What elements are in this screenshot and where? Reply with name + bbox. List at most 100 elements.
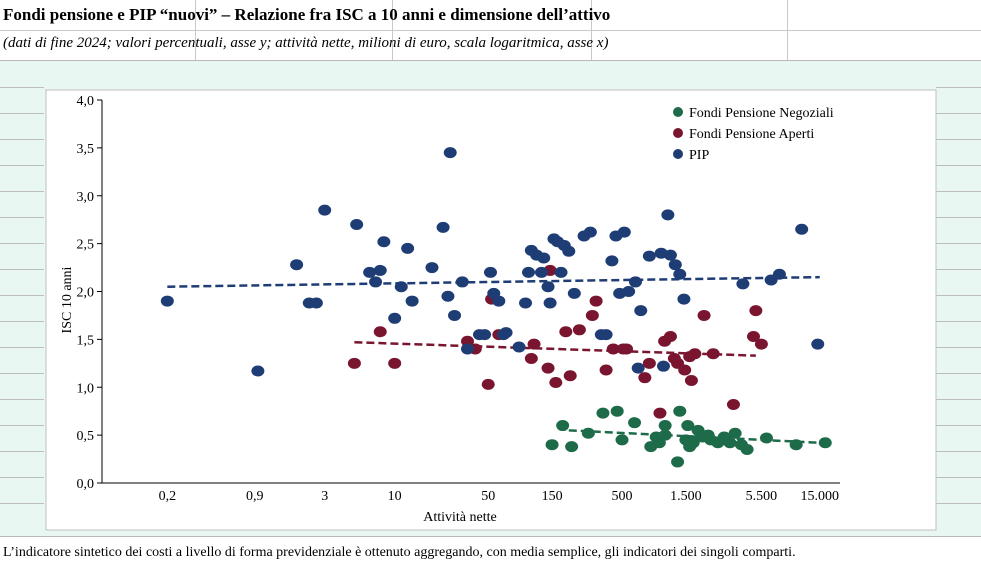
- data-point-series-2: [436, 221, 450, 233]
- data-point-series-2: [668, 259, 682, 271]
- y-tick-label: 4,0: [77, 94, 95, 109]
- data-point-series-2: [443, 147, 457, 159]
- data-point-series-1: [606, 343, 620, 355]
- data-point-series-2: [583, 226, 597, 238]
- chart-subtitle: (dati di fine 2024; valori percentuali, …: [3, 35, 609, 51]
- data-point-series-2: [519, 297, 533, 309]
- data-point-series-1: [746, 331, 760, 343]
- data-point-series-1: [589, 295, 603, 307]
- data-point-series-0: [615, 434, 629, 446]
- data-point-series-0: [673, 405, 687, 417]
- data-point-series-0: [658, 429, 672, 441]
- data-point-series-2: [811, 338, 825, 350]
- x-axis-ticks: 0,2 0,9 3 10 50 150 500 1.500 5.500 15.000: [159, 489, 839, 504]
- data-point-series-2: [425, 262, 439, 274]
- x-tick-label: 0,2: [159, 489, 177, 504]
- data-points: [160, 147, 832, 468]
- data-point-series-0: [728, 427, 742, 439]
- legend-label: Fondi Pensione Negoziali: [689, 106, 834, 121]
- data-point-series-1: [549, 376, 563, 388]
- trend-line-series-1: [354, 340, 756, 357]
- data-point-series-2: [562, 245, 576, 257]
- data-point-series-2: [499, 327, 513, 339]
- data-point-series-2: [363, 266, 377, 278]
- x-tick-label: 50: [481, 489, 495, 504]
- data-point-series-2: [448, 309, 462, 321]
- data-point-series-0: [740, 443, 754, 455]
- data-point-series-2: [318, 204, 332, 216]
- data-point-series-2: [512, 341, 526, 353]
- data-point-series-1: [688, 348, 702, 360]
- data-point-series-2: [401, 242, 415, 254]
- data-point-series-1: [642, 357, 656, 369]
- chart-legend: Fondi Pensione Negoziali Fondi Pensione A…: [673, 106, 834, 163]
- data-point-series-2: [251, 365, 265, 377]
- y-tick-label: 3,5: [77, 142, 95, 157]
- data-point-series-2: [605, 255, 619, 267]
- data-point-series-2: [373, 264, 387, 276]
- x-tick-label: 150: [542, 489, 563, 504]
- data-point-series-1: [749, 305, 763, 317]
- x-tick-label: 1.500: [670, 489, 702, 504]
- y-tick-label: 3,0: [77, 190, 95, 205]
- data-point-series-1: [481, 378, 495, 390]
- data-point-series-1: [527, 338, 541, 350]
- data-point-series-2: [369, 276, 383, 288]
- data-point-series-1: [559, 326, 573, 338]
- data-point-series-2: [522, 266, 536, 278]
- data-point-series-2: [405, 295, 419, 307]
- x-tick-label: 10: [388, 489, 402, 504]
- data-point-series-2: [492, 295, 506, 307]
- data-point-series-0: [723, 437, 737, 449]
- data-point-series-2: [460, 343, 474, 355]
- data-point-series-1: [663, 331, 677, 343]
- data-point-series-2: [394, 281, 408, 293]
- x-tick-label: 5.500: [746, 489, 778, 504]
- data-point-series-1: [706, 348, 720, 360]
- data-point-series-0: [789, 439, 803, 451]
- data-point-series-2: [736, 278, 750, 290]
- data-point-series-2: [350, 218, 364, 230]
- data-point-series-1: [599, 364, 613, 376]
- data-point-series-2: [290, 259, 304, 271]
- data-point-series-1: [684, 375, 698, 387]
- chart-title: Fondi pensione e PIP “nuovi” – Relazione…: [3, 5, 611, 24]
- data-point-series-2: [677, 293, 691, 305]
- trend-lines: [167, 275, 820, 445]
- y-tick-label: 1,5: [77, 333, 95, 348]
- x-tick-label: 15.000: [800, 489, 839, 504]
- trend-line-series-2: [167, 275, 820, 288]
- data-point-series-1: [585, 309, 599, 321]
- data-point-series-2: [537, 252, 551, 264]
- data-point-series-1: [620, 343, 634, 355]
- data-point-series-2: [541, 281, 555, 293]
- data-point-series-0: [658, 420, 672, 432]
- data-point-series-1: [726, 398, 740, 410]
- data-point-series-2: [642, 250, 656, 262]
- data-point-series-0: [818, 437, 832, 449]
- data-point-series-1: [697, 309, 711, 321]
- data-point-series-0: [556, 420, 570, 432]
- y-axis-ticks: 0,0 0,5 1,0 1,5 2,0 2,5 3,0 3,5 4,0: [77, 94, 102, 492]
- data-point-series-0: [686, 437, 700, 449]
- data-point-series-2: [663, 249, 677, 261]
- data-point-series-0: [628, 417, 642, 429]
- legend-marker: [673, 128, 683, 138]
- data-point-series-0: [759, 432, 773, 444]
- data-point-series-2: [483, 266, 497, 278]
- data-point-series-0: [671, 456, 685, 468]
- data-point-series-2: [673, 268, 687, 280]
- data-point-series-2: [377, 236, 391, 248]
- x-tick-label: 0,9: [246, 489, 264, 504]
- data-point-series-2: [441, 290, 455, 302]
- data-point-series-0: [581, 427, 595, 439]
- data-point-series-1: [563, 370, 577, 382]
- legend-marker: [673, 149, 683, 159]
- y-tick-label: 2,0: [77, 286, 95, 301]
- data-point-series-2: [478, 329, 492, 341]
- x-tick-label: 500: [612, 489, 633, 504]
- data-point-series-2: [656, 360, 670, 372]
- data-point-series-2: [388, 312, 402, 324]
- data-point-series-1: [541, 362, 555, 374]
- data-point-series-2: [455, 276, 469, 288]
